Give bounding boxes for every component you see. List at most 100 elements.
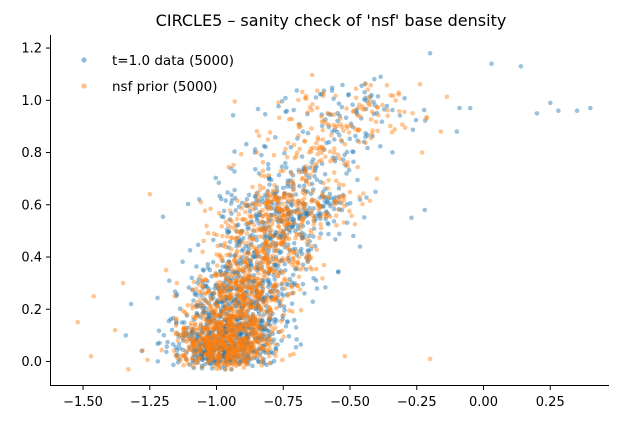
data-point (280, 313, 286, 319)
prior-point (226, 338, 232, 343)
data-point (248, 220, 253, 225)
data-point (289, 203, 295, 208)
prior-point (238, 231, 243, 236)
data-point (252, 318, 258, 324)
prior-point (217, 289, 222, 295)
prior-point (240, 313, 246, 319)
prior-point (190, 287, 195, 293)
prior-point (239, 315, 245, 321)
prior-point (183, 339, 189, 344)
prior-point (224, 252, 229, 258)
prior-point (261, 300, 266, 305)
prior-point (365, 101, 371, 107)
prior-point (205, 336, 211, 341)
prior-point (380, 102, 385, 108)
prior-point (402, 109, 407, 115)
prior-point (318, 221, 324, 227)
prior-point (265, 260, 271, 266)
prior-point (267, 343, 272, 348)
data-point (228, 342, 234, 348)
prior-point (201, 337, 206, 343)
prior-point (257, 353, 263, 359)
data-point (291, 181, 296, 187)
data-point (225, 302, 230, 308)
data-point (222, 317, 228, 323)
data-point (363, 134, 368, 140)
prior-point (241, 278, 247, 283)
data-point (196, 334, 201, 339)
data-point (217, 344, 222, 350)
data-point (241, 311, 246, 317)
prior-point (216, 363, 221, 368)
prior-point (360, 106, 365, 112)
prior-point (212, 300, 218, 306)
prior-point (239, 343, 245, 349)
data-point (211, 345, 217, 350)
prior-point (207, 351, 213, 357)
data-point (241, 247, 246, 252)
prior-point (263, 225, 268, 230)
data-point (372, 103, 378, 108)
prior-point (181, 353, 187, 359)
data-point (231, 298, 237, 304)
data-point (221, 352, 226, 357)
data-point (235, 260, 241, 265)
data-point (283, 109, 288, 114)
data-point (289, 213, 294, 219)
data-point (574, 108, 580, 113)
data-point (286, 255, 291, 261)
prior-point (309, 199, 314, 204)
data-point (305, 212, 310, 218)
data-point (272, 316, 278, 322)
prior-point (233, 278, 239, 283)
data-point (265, 310, 270, 315)
prior-point (256, 194, 262, 199)
prior-point (252, 302, 257, 308)
data-point (232, 149, 237, 154)
data-point (206, 286, 212, 292)
prior-point (344, 123, 349, 128)
prior-point (215, 332, 220, 338)
prior-point (212, 344, 217, 349)
data-point (301, 187, 306, 193)
data-point (224, 288, 230, 294)
data-point (340, 192, 346, 198)
data-point (199, 355, 205, 360)
data-point (279, 164, 285, 169)
prior-point (357, 114, 363, 119)
data-point (228, 360, 233, 366)
prior-point (234, 250, 239, 256)
prior-point (244, 339, 250, 345)
data-point (256, 325, 262, 330)
prior-point (178, 358, 183, 363)
data-point (209, 366, 215, 371)
prior-point (278, 207, 283, 212)
data-point (198, 347, 204, 353)
data-point (299, 235, 305, 240)
prior-point (233, 326, 238, 331)
prior-point (220, 342, 226, 347)
prior-point (197, 304, 203, 309)
data-point (234, 335, 239, 341)
data-point (256, 359, 261, 365)
prior-point (275, 199, 281, 205)
data-point (282, 191, 288, 197)
prior-point (175, 338, 181, 343)
data-point (266, 176, 272, 182)
prior-point (238, 361, 243, 367)
prior-point (218, 332, 223, 338)
data-point (326, 124, 332, 130)
prior-point (191, 335, 196, 341)
prior-point (224, 336, 230, 341)
data-point (251, 254, 256, 260)
prior-point (220, 233, 225, 239)
data-point (229, 192, 234, 198)
prior-point (319, 119, 325, 125)
prior-point (221, 328, 226, 334)
prior-point (247, 346, 252, 351)
prior-point (294, 150, 300, 156)
data-point (184, 313, 190, 318)
data-point (244, 256, 250, 261)
data-point (348, 121, 354, 126)
prior-point (253, 350, 259, 355)
